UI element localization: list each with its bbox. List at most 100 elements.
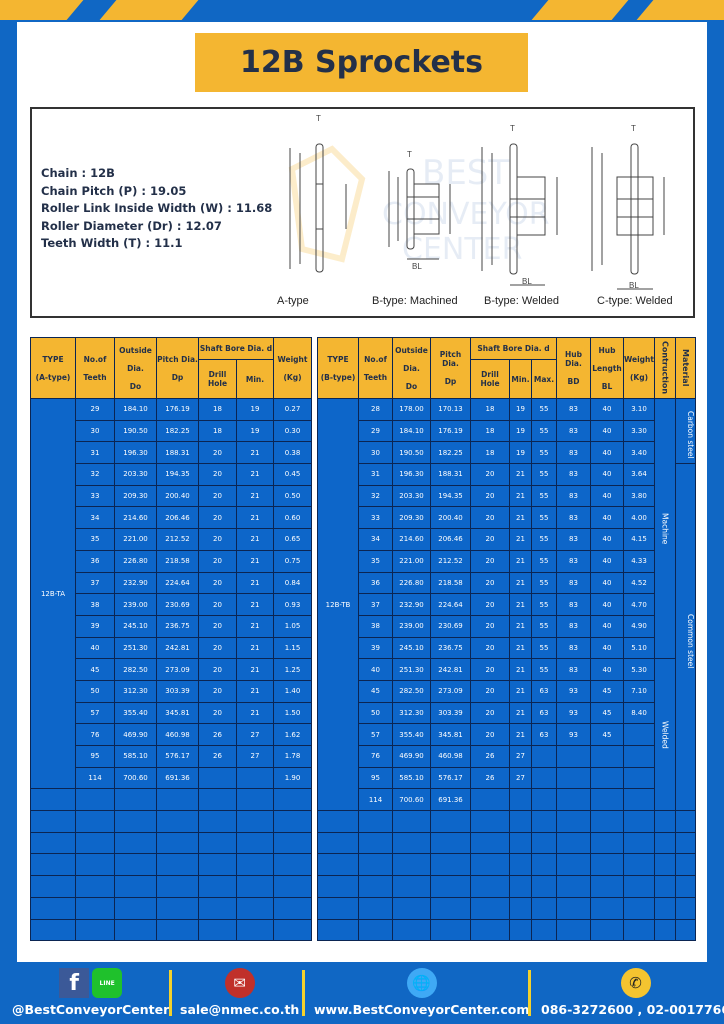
teeth-cell: 45 [358,679,393,703]
max-bore-cell: 63 [531,679,557,703]
hub-length-cell: 40 [590,506,624,530]
pitch-dia-cell: 176.19 [430,419,471,443]
weight-cell: 4.52 [623,571,655,595]
empty-cell [30,918,76,942]
min-bore-cell: 19 [236,398,274,421]
empty-cell [509,875,532,898]
header-drill-hole: Drill Hole [198,359,237,399]
teeth-cell: 50 [75,679,115,703]
empty-cell [273,896,312,920]
weight-cell: 1.50 [273,701,312,725]
teeth-cell: 37 [358,593,393,616]
outside-dia-cell: 700.60 [114,766,157,790]
table-row: 40 251.30 242.81 20 21 55 83 40 5.30 Welded [318,658,696,812]
table-row: 34 214.60 206.46 20 21 55 83 40 4.15 [318,528,696,551]
empty-cell [430,875,471,898]
hub-dia-cell [556,745,591,768]
empty-cell [430,810,471,833]
pitch-dia-cell: 224.64 [430,593,471,616]
max-bore-cell: 55 [531,528,557,551]
footer-social[interactable]: f LINE @BestConveyorCenter [12,968,169,1017]
hub-length-cell: 40 [590,463,624,486]
table-row [30,810,312,833]
empty-cell [623,918,655,942]
table-row: 37 232.90 224.64 20 21 55 83 40 4.70 [318,593,696,616]
empty-cell [75,810,115,833]
footer-website[interactable]: 🌐 www.BestConveyorCenter.com [314,968,529,1017]
drill-hole-cell [198,766,237,790]
max-bore-cell: 55 [531,398,557,421]
hub-dia-cell: 93 [556,679,591,703]
outside-dia-cell: 221.00 [114,528,157,551]
hub-length-cell: 40 [590,658,624,681]
header-hub-dia: Hub Dia. BD [556,337,591,399]
table-row: 38 239.00 230.69 20 21 55 83 40 4.90 [318,614,696,638]
phone-numbers[interactable]: 086-3272600 , 02-0017766 [541,1002,724,1017]
footer-email[interactable]: ✉ sale@nmec.co.th [180,968,299,1017]
pitch-dia-cell: 691.36 [430,788,471,812]
outside-dia-cell: 245.10 [114,614,157,638]
hub-dia-cell: 83 [556,398,591,421]
min-bore-cell: 27 [509,766,532,790]
email-address[interactable]: sale@nmec.co.th [180,1002,300,1017]
pitch-dia-cell: 224.64 [156,571,199,595]
max-bore-cell: 55 [531,593,557,616]
outside-dia-cell: 190.50 [114,419,157,443]
facebook-icon[interactable]: f [59,968,90,998]
drill-hole-cell: 20 [198,484,237,508]
min-bore-cell: 21 [236,636,274,660]
website-url[interactable]: www.BestConveyorCenter.com [314,1002,530,1017]
outside-dia-cell: 245.10 [392,636,431,660]
outside-dia-cell: 312.30 [392,701,431,725]
min-bore-cell: 21 [236,463,274,486]
teeth-cell: 40 [75,636,115,660]
min-bore-cell: 21 [509,701,532,725]
empty-cell [675,831,696,855]
top-stripe [99,0,199,20]
pitch-dia-cell: 691.36 [156,766,199,790]
weight-cell [623,723,655,746]
table-row: 30 190.50 182.25 18 19 55 83 40 3.40 [318,441,696,465]
footer-phone[interactable]: ✆ 086-3272600 , 02-0017766 [541,968,724,1017]
pitch-dia-cell: 194.35 [156,463,199,486]
pitch-dia-cell: 460.98 [430,745,471,768]
drill-hole-cell: 20 [470,528,510,551]
outside-dia-cell: 214.60 [114,506,157,530]
drill-hole-cell: 20 [198,679,237,703]
header-min: Min. [236,359,274,399]
phone-icon: ✆ [620,968,651,998]
svg-text:T: T [510,124,515,133]
pitch-dia-cell: 230.69 [430,614,471,638]
weight-cell: 1.40 [273,679,312,703]
drill-hole-cell: 20 [470,549,510,573]
empty-cell [75,875,115,898]
drill-hole-cell: 20 [470,701,510,725]
weight-cell: 1.90 [273,766,312,790]
weight-cell [623,788,655,812]
hub-dia-cell: 83 [556,484,591,508]
outside-dia-cell: 232.90 [114,571,157,595]
min-bore-cell: 21 [509,658,532,681]
empty-cell [556,896,591,920]
header-teeth: No.of Teeth [358,337,393,399]
teeth-cell: 45 [75,658,115,681]
teeth-cell: 36 [358,571,393,595]
outside-dia-cell: 469.90 [114,723,157,746]
drill-hole-cell: 20 [198,506,237,530]
globe-icon: 🌐 [406,968,437,998]
empty-cell [30,875,76,898]
empty-cell [509,810,532,833]
caption-a-type: A-type [277,295,309,307]
empty-cell [114,875,157,898]
max-bore-cell [531,766,557,790]
pitch-dia-cell: 460.98 [156,723,199,746]
outside-dia-cell: 312.30 [114,679,157,703]
min-bore-cell: 21 [509,528,532,551]
teeth-cell: 34 [75,506,115,530]
empty-cell [590,896,624,920]
header-shaft-bore: Shaft Bore Dia. d [470,337,557,360]
type-cell: 12B-TB [317,397,359,812]
max-bore-cell: 55 [531,441,557,465]
table-row: 31 196.30 188.31 20 21 55 83 40 3.64 Common steel [318,463,696,812]
line-icon[interactable]: LINE [92,968,123,998]
